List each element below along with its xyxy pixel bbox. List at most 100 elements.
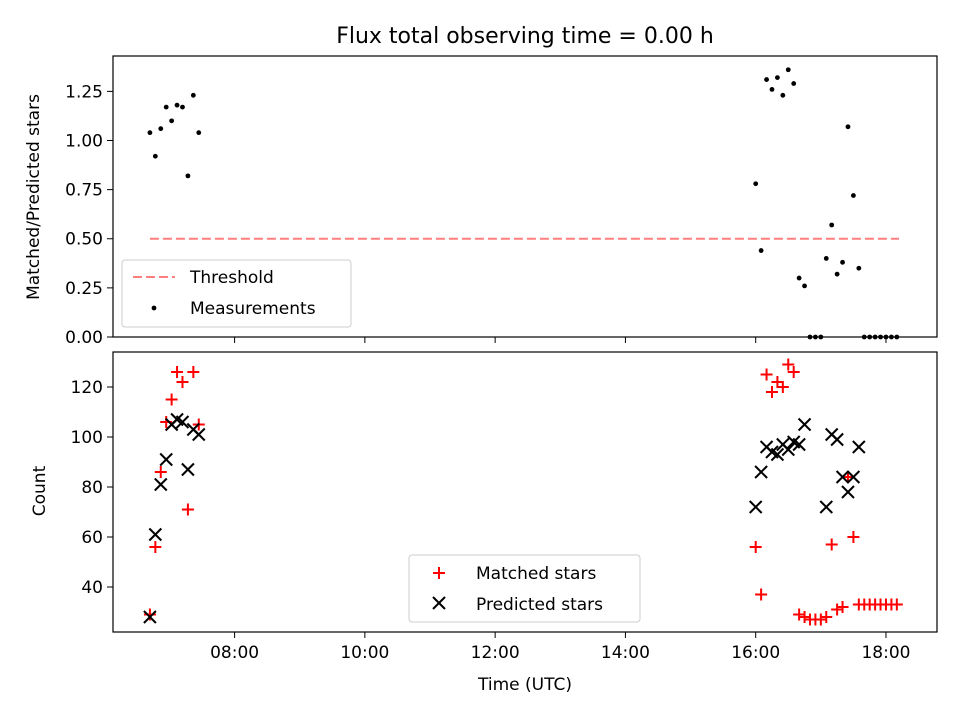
measurement-point bbox=[764, 77, 769, 82]
measurement-point bbox=[190, 92, 196, 98]
top-axis-ticks: 0.00 0.25 0.50 0.75 1.00 1.25 bbox=[65, 82, 887, 348]
measurement-point bbox=[834, 271, 840, 277]
top-y-axis-label: Matched/Predicted stars bbox=[24, 94, 44, 300]
bottom-ytick-label: 80 bbox=[81, 478, 103, 498]
measurement-point bbox=[861, 334, 867, 340]
legend-matched-swatch bbox=[433, 567, 445, 579]
top-ytick-label: 0.00 bbox=[65, 328, 103, 348]
measurement-point bbox=[823, 255, 829, 261]
x-tick-label: 18:00 bbox=[861, 643, 910, 663]
top-ytick-label: 1.00 bbox=[65, 131, 103, 151]
predicted-star-point bbox=[192, 427, 206, 442]
bottom-ytick-label: 100 bbox=[71, 428, 103, 448]
predicted-star-point bbox=[852, 440, 866, 454]
measurement-point bbox=[785, 67, 791, 73]
predicted-star-point bbox=[748, 500, 763, 514]
measurement-point bbox=[169, 118, 175, 124]
measurement-point bbox=[872, 334, 878, 340]
matched-star-point bbox=[154, 466, 167, 478]
measurement-point bbox=[883, 334, 889, 340]
measurement-point bbox=[867, 334, 873, 340]
bottom-ytick-label: 40 bbox=[81, 578, 103, 598]
bottom-plot-frame bbox=[112, 351, 938, 633]
matched-star-point bbox=[776, 381, 789, 393]
predicted-star-point bbox=[830, 432, 844, 447]
top-ytick-label: 1.25 bbox=[65, 82, 103, 102]
matched-star-point bbox=[814, 613, 827, 626]
top-plot-frame bbox=[112, 55, 938, 338]
matched-star-point bbox=[787, 366, 800, 378]
bottom-panel: 40 60 80 100 120 08:00 10:00 12:00 14:00 16:00 18:… bbox=[30, 351, 938, 695]
matched-star-point bbox=[749, 541, 762, 553]
matched-star-point bbox=[890, 598, 903, 611]
matched-star-point bbox=[143, 608, 156, 621]
predicted-star-point bbox=[770, 447, 785, 462]
measurement-point bbox=[780, 92, 786, 98]
measurement-point bbox=[758, 248, 764, 253]
x-tick-label: 16:00 bbox=[731, 643, 780, 663]
predicted-star-point bbox=[781, 442, 795, 457]
bottom-ytick-label: 60 bbox=[81, 528, 103, 548]
measurement-point bbox=[753, 181, 759, 187]
predicted-star-point bbox=[754, 465, 768, 479]
predicted-star-point bbox=[792, 437, 806, 452]
measurement-point bbox=[829, 222, 835, 228]
measurement-point bbox=[180, 104, 185, 110]
predicted-star-point bbox=[841, 485, 855, 499]
measurement-point bbox=[158, 126, 164, 132]
measurement-point bbox=[163, 104, 169, 110]
measurement-point bbox=[840, 259, 845, 265]
predicted-star-point bbox=[143, 610, 157, 624]
measurement-point bbox=[152, 153, 158, 159]
measurement-point bbox=[185, 173, 191, 179]
measurement-point bbox=[174, 102, 180, 108]
measurement-point bbox=[851, 193, 856, 198]
predicted-star-point bbox=[154, 477, 168, 492]
legend-matched-label: Matched stars bbox=[476, 564, 596, 584]
measurement-point bbox=[147, 130, 153, 136]
matched-star-point bbox=[841, 471, 854, 483]
matched-star-point bbox=[836, 601, 849, 613]
top-plot-marks bbox=[147, 67, 900, 340]
legend-measurements-label: Measurements bbox=[190, 299, 316, 319]
predicted-star-point bbox=[835, 470, 850, 484]
x-tick-label: 08:00 bbox=[210, 643, 259, 663]
matched-star-point bbox=[765, 386, 778, 398]
top-panel: 0.00 0.25 0.50 0.75 1.00 1.25 Matched/Predict… bbox=[24, 55, 938, 348]
legend-measurements-swatch bbox=[151, 305, 157, 311]
measurement-point bbox=[769, 87, 775, 92]
measurement-point bbox=[878, 334, 883, 340]
legend-predicted-swatch bbox=[432, 596, 446, 610]
measurement-point bbox=[196, 130, 202, 136]
measurement-point bbox=[775, 75, 780, 81]
x-tick-label: 14:00 bbox=[601, 643, 650, 663]
matched-star-point bbox=[755, 588, 768, 601]
chart-title: Flux total observing time = 0.00 h bbox=[336, 24, 714, 49]
matched-star-point bbox=[171, 366, 184, 378]
x-tick-label: 12:00 bbox=[471, 643, 520, 663]
legend-predicted-label: Predicted stars bbox=[476, 595, 603, 615]
matched-star-point bbox=[831, 603, 844, 616]
measurement-point bbox=[845, 124, 851, 130]
measurement-point bbox=[813, 334, 818, 340]
matched-star-point bbox=[181, 503, 194, 516]
bottom-plot-marks bbox=[143, 358, 903, 626]
x-axis-label: Time (UTC) bbox=[477, 675, 572, 695]
top-ytick-label: 0.75 bbox=[65, 181, 103, 201]
matched-star-point bbox=[165, 393, 178, 406]
matched-star-point bbox=[760, 368, 773, 381]
matched-star-point bbox=[847, 531, 860, 543]
measurement-point bbox=[894, 334, 900, 340]
matched-star-point bbox=[798, 611, 811, 623]
predicted-star-point bbox=[819, 500, 833, 514]
measurement-point bbox=[889, 334, 894, 340]
matched-star-point bbox=[793, 608, 806, 621]
top-legend: Threshold Measurements bbox=[121, 259, 352, 328]
bottom-axis-ticks: 40 60 80 100 120 08:00 10:00 12:00 14:00 16:00 18:… bbox=[71, 378, 911, 663]
bottom-legend: Matched stars Predicted stars bbox=[408, 554, 641, 623]
top-legend-box bbox=[121, 259, 352, 328]
predicted-star-point bbox=[148, 527, 163, 542]
predicted-star-point bbox=[175, 415, 190, 429]
matched-star-point bbox=[149, 541, 162, 553]
